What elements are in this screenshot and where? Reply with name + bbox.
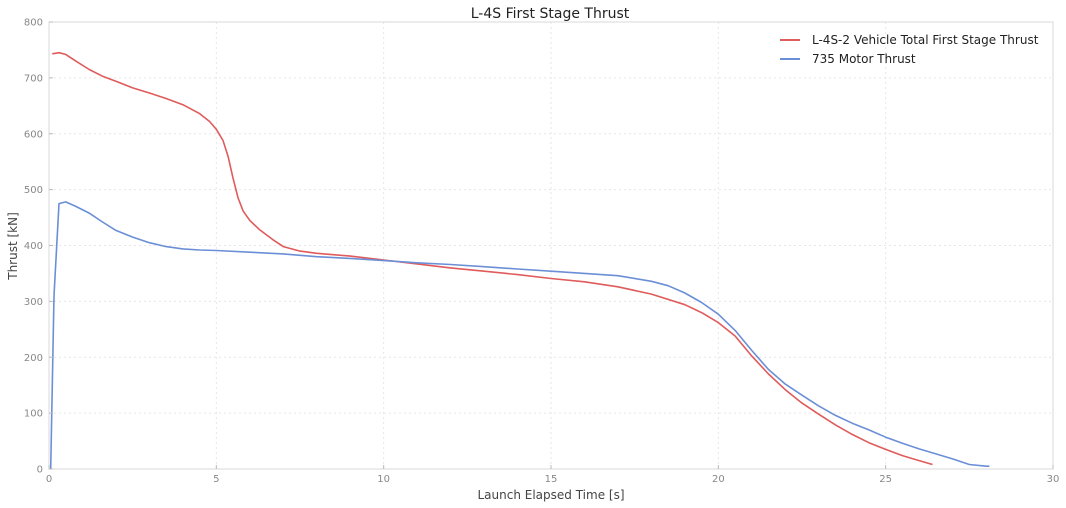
legend-item-1: 735 Motor Thrust: [780, 52, 916, 66]
y-tick-label: 500: [24, 185, 43, 196]
legend: L-4S-2 Vehicle Total First Stage Thrust 7…: [780, 33, 1039, 66]
y-axis-label: Thrust [kN]: [6, 212, 20, 281]
chart-title: L-4S First Stage Thrust: [471, 6, 630, 22]
x-axis-ticks: 0 5 10 15 20 25 30: [46, 465, 1060, 485]
series-line-0: [52, 51, 933, 466]
y-tick-label: 200: [24, 353, 43, 364]
x-tick-label: 25: [879, 474, 892, 485]
y-axis-ticks: 0 100 200 300 400 500 600 700 800: [24, 18, 53, 476]
x-tick-label: 10: [377, 474, 390, 485]
x-axis-label: Launch Elapsed Time [s]: [477, 488, 624, 502]
grid: [49, 22, 1053, 469]
x-tick-label: 30: [1047, 474, 1060, 485]
series-layer: [49, 51, 990, 470]
x-tick-label: 5: [213, 474, 219, 485]
series-line-1: [49, 201, 990, 470]
y-tick-label: 300: [24, 297, 43, 308]
x-tick-label: 0: [46, 474, 52, 485]
y-tick-label: 100: [24, 409, 43, 420]
x-tick-label: 15: [545, 474, 558, 485]
legend-item-0: L-4S-2 Vehicle Total First Stage Thrust: [780, 33, 1039, 47]
y-tick-label: 400: [24, 241, 43, 252]
y-tick-label: 700: [24, 73, 43, 84]
y-tick-label: 800: [24, 18, 43, 29]
legend-label: L-4S-2 Vehicle Total First Stage Thrust: [812, 33, 1039, 47]
y-tick-label: 0: [37, 465, 43, 476]
x-tick-label: 20: [712, 474, 725, 485]
y-tick-label: 600: [24, 129, 43, 140]
legend-label: 735 Motor Thrust: [812, 52, 916, 66]
